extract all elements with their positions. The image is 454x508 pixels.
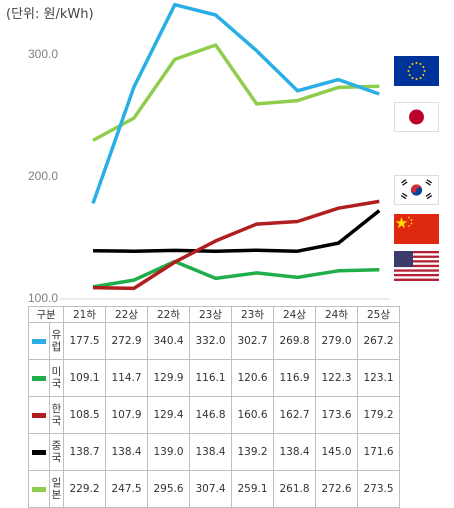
table-cell: 261.8: [273, 470, 316, 508]
y-tick-label: 200.0: [28, 169, 58, 183]
table-cell: 114.7: [105, 359, 148, 397]
table-cell: 138.4: [105, 433, 148, 471]
table-cell: 107.9: [105, 396, 148, 434]
table-cell: 177.5: [63, 322, 106, 360]
series-line-usa: [92, 259, 380, 289]
period-header: 22하: [147, 306, 190, 323]
table-row: 일본 229.2 247.5 295.6 307.4 259.1 261.8 272.6 273…: [28, 470, 400, 508]
table-header-row: 구분 21하 22상 22하 23상 23하 24상 24하 25상: [28, 306, 400, 323]
table-row: 미국 109.1 114.7 129.9 116.1 120.6 116.9 122.3 123…: [28, 359, 400, 397]
series-line-china: [92, 209, 381, 253]
country-name: 일본: [49, 470, 64, 508]
table-cell: 138.4: [189, 433, 232, 471]
table-cell: 173.6: [315, 396, 358, 434]
period-header: 25상: [357, 306, 400, 323]
table-cell: 259.1: [231, 470, 274, 508]
line-chart: 100.0 200.0 300.0: [28, 2, 390, 305]
series-line-europe: [91, 2, 380, 204]
table-cell: 162.7: [273, 396, 316, 434]
table-cell: 129.4: [147, 396, 190, 434]
country-name: 미국: [49, 359, 64, 397]
corner-label: 구분: [28, 306, 64, 323]
legend-swatch: [28, 359, 50, 397]
table-row: 중국 138.7 138.4 139.0 138.4 139.2 138.4 145.0 171…: [28, 433, 400, 471]
legend-swatch: [28, 322, 50, 360]
table-cell: 229.2: [63, 470, 106, 508]
table-row: 유럽 177.5 272.9 340.4 332.0 302.7 269.8 279.0 267…: [28, 322, 400, 360]
table-row: 한국 108.5 107.9 129.4 146.8 160.6 162.7 173.6 179…: [28, 396, 400, 434]
period-header: 21하: [63, 306, 106, 323]
table-cell: 108.5: [63, 396, 106, 434]
table-cell: 247.5: [105, 470, 148, 508]
table-cell: 179.2: [357, 396, 400, 434]
table-cell: 138.4: [273, 433, 316, 471]
data-table: 구분 21하 22상 22하 23상 23하 24상 24하 25상 유럽 177.5 272.9…: [28, 306, 400, 508]
series-line-japan: [92, 43, 380, 142]
table-cell: 139.2: [231, 433, 274, 471]
table-cell: 116.1: [189, 359, 232, 397]
table-cell: 332.0: [189, 322, 232, 360]
table-cell: 120.6: [231, 359, 274, 397]
table-cell: 109.1: [63, 359, 106, 397]
table-cell: 160.6: [231, 396, 274, 434]
china-flag-icon: [394, 214, 439, 244]
legend-swatch: [28, 433, 50, 471]
table-cell: 138.7: [63, 433, 106, 471]
table-cell: 279.0: [315, 322, 358, 360]
table-cell: 272.9: [105, 322, 148, 360]
table-cell: 307.4: [189, 470, 232, 508]
period-header: 24하: [315, 306, 358, 323]
table-cell: 116.9: [273, 359, 316, 397]
table-cell: 146.8: [189, 396, 232, 434]
table-cell: 302.7: [231, 322, 274, 360]
country-name: 유럽: [49, 322, 64, 360]
table-cell: 139.0: [147, 433, 190, 471]
period-header: 23상: [189, 306, 232, 323]
eu-flag-icon: [394, 56, 439, 86]
series-line-korea: [92, 199, 380, 291]
table-cell: 295.6: [147, 470, 190, 508]
table-cell: 269.8: [273, 322, 316, 360]
period-header: 23하: [231, 306, 274, 323]
legend-swatch: [28, 470, 50, 508]
country-name: 중국: [49, 433, 64, 471]
legend-swatch: [28, 396, 50, 434]
y-tick-label: 100.0: [28, 291, 58, 305]
table-cell: 340.4: [147, 322, 190, 360]
japan-flag-icon: [394, 102, 439, 132]
table-cell: 145.0: [315, 433, 358, 471]
table-cell: 123.1: [357, 359, 400, 397]
table-cell: 267.2: [357, 322, 400, 360]
period-header: 24상: [273, 306, 316, 323]
table-cell: 122.3: [315, 359, 358, 397]
y-tick-label: 300.0: [28, 47, 58, 61]
country-name: 한국: [49, 396, 64, 434]
usa-flag-icon: [394, 251, 439, 281]
table-cell: 273.5: [357, 470, 400, 508]
korea-flag-icon: [394, 175, 439, 205]
table-cell: 171.6: [357, 433, 400, 471]
table-cell: 129.9: [147, 359, 190, 397]
period-header: 22상: [105, 306, 148, 323]
unit-label: (단위: 원/kWh): [6, 7, 94, 22]
table-cell: 272.6: [315, 470, 358, 508]
